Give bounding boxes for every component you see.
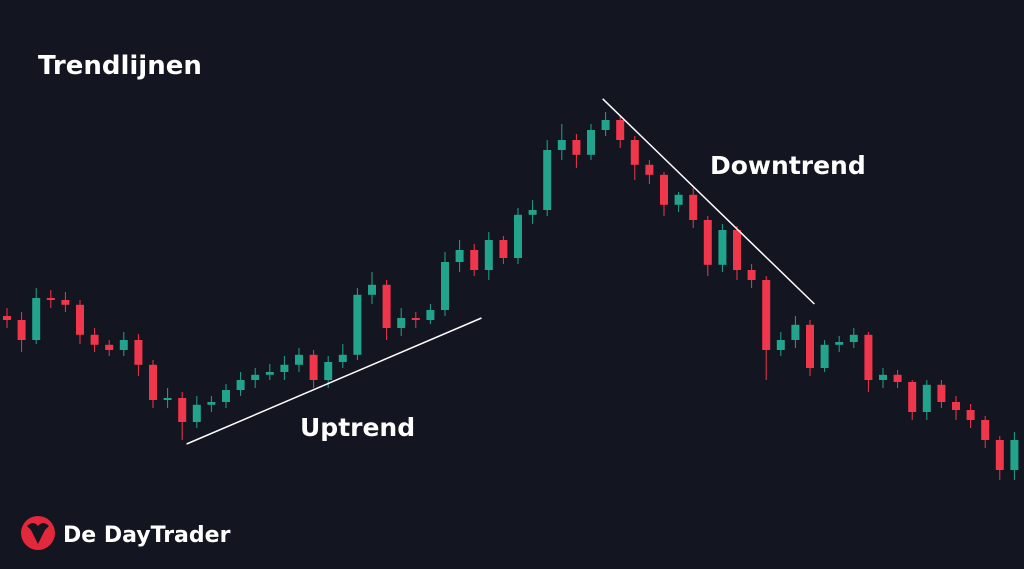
candle-body (76, 304, 84, 335)
candle-body (353, 294, 362, 355)
candle-body (908, 382, 917, 412)
candle-body (309, 354, 318, 380)
candle-body (747, 270, 756, 280)
candle-body (295, 354, 303, 365)
candle-body (324, 362, 333, 380)
candle-body (981, 420, 990, 440)
candle-body (937, 384, 946, 402)
candle-body (368, 284, 376, 295)
candle-body (718, 230, 727, 265)
trend-label: Downtrend (710, 151, 866, 180)
candle-body (17, 320, 26, 340)
candle-body (922, 384, 931, 412)
candle-body (616, 120, 625, 140)
candle-body (499, 240, 508, 258)
candle-body (251, 374, 260, 380)
logo-bull (27, 523, 49, 544)
trend-label: Uptrend (300, 413, 415, 442)
candle-body (733, 230, 741, 270)
candle-body (134, 340, 143, 365)
candle-body (835, 342, 844, 345)
candle-body (820, 344, 829, 368)
candle-body (397, 318, 406, 328)
candle-body (3, 316, 11, 320)
candle-body (149, 364, 157, 400)
candle-body (864, 334, 873, 380)
candle-body (630, 140, 639, 165)
candle-body (995, 440, 1004, 470)
candle-body (163, 398, 172, 400)
trendline (602, 98, 815, 305)
candle-body (689, 194, 698, 220)
candle-body (528, 210, 537, 215)
candle-body (470, 250, 479, 270)
candle-body (222, 390, 230, 402)
candle-body (601, 120, 610, 130)
candle-body (441, 262, 449, 310)
candle-body (119, 340, 128, 350)
candle-body (879, 374, 887, 380)
trendlines (186, 98, 815, 445)
candle-body (46, 298, 55, 300)
candle-body (236, 380, 245, 390)
candle-body (484, 240, 493, 270)
candle-body (90, 334, 99, 345)
candles (3, 112, 1019, 480)
trendline (186, 317, 482, 445)
candle-body (280, 364, 289, 372)
candle-body (207, 402, 216, 405)
candle-body (966, 410, 975, 420)
chart-title: Trendlijnen (38, 51, 202, 81)
candle-body (703, 220, 712, 265)
candle-body (645, 164, 654, 175)
candle-body (411, 318, 420, 320)
candle-body (762, 280, 771, 350)
candle-body (426, 310, 435, 320)
candle-body (952, 402, 960, 410)
candle-body (587, 130, 595, 155)
candle-body (105, 344, 114, 350)
brand: De DayTrader (63, 523, 231, 548)
candle-body (382, 284, 391, 328)
candle-body (178, 398, 187, 422)
candle-body (791, 324, 800, 340)
candle-body (265, 372, 274, 375)
candle-body (849, 334, 858, 342)
candle-body (514, 214, 522, 258)
candle-body (893, 374, 902, 382)
candle-body (660, 174, 668, 205)
candle-body (61, 300, 70, 305)
candle-body (557, 140, 566, 150)
candle-body (543, 150, 552, 210)
candle-body (776, 340, 785, 350)
candle-body (455, 250, 464, 262)
candle-body (1010, 440, 1019, 470)
candle-body (572, 140, 581, 155)
candle-body (806, 324, 814, 368)
candle-body (32, 298, 41, 340)
candle-body (674, 194, 683, 205)
candle-body (338, 354, 347, 362)
candle-body (192, 404, 201, 422)
logo: De DayTrader (21, 516, 231, 550)
